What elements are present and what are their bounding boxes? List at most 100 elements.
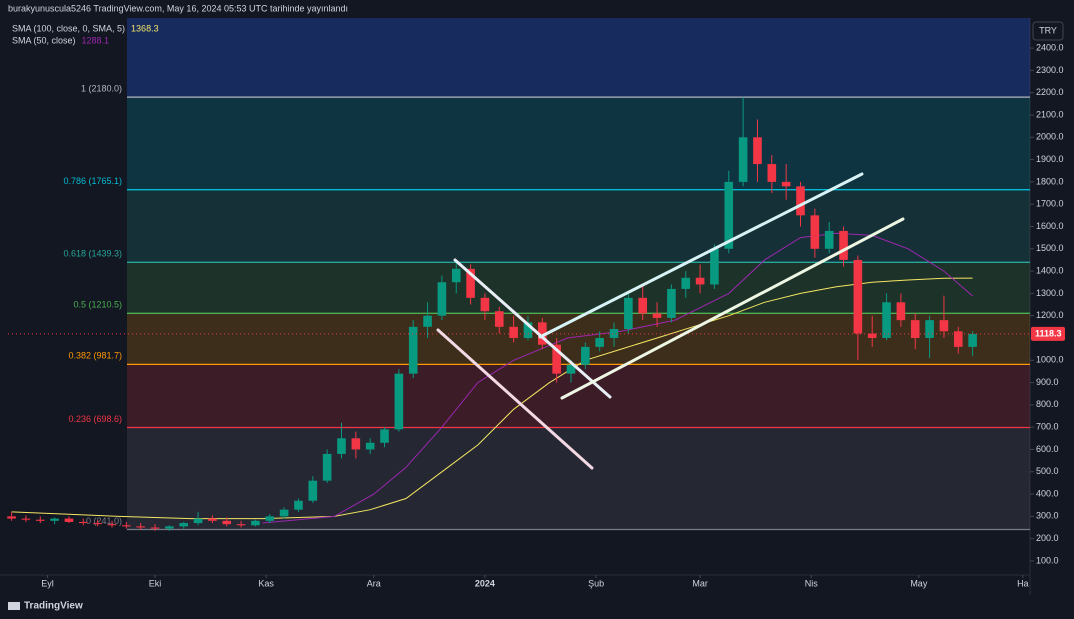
- candle-body: [595, 337, 604, 347]
- last-price-label: 1118.3: [1035, 328, 1062, 338]
- y-tick-label: 1300.0: [1036, 288, 1064, 298]
- y-tick-label: 1500.0: [1036, 243, 1064, 253]
- fib-band: [127, 189, 1030, 263]
- y-tick-label: 500.0: [1036, 466, 1059, 476]
- candle-body: [208, 518, 217, 521]
- last-price-box: [1031, 326, 1065, 341]
- y-tick-label: 1200.0: [1036, 310, 1064, 320]
- candle-body: [50, 518, 59, 521]
- fib-label: 0.382 (981.7): [68, 351, 122, 361]
- footer-text: TradingView: [24, 601, 83, 612]
- y-tick-label: 200.0: [1036, 533, 1059, 543]
- candle-body: [222, 520, 232, 525]
- x-tick-label: Şub: [588, 578, 604, 588]
- candle-body: [796, 186, 805, 216]
- y-tick-label: 2100.0: [1036, 109, 1064, 119]
- y-tick-label: 800.0: [1036, 399, 1059, 409]
- candle-body: [365, 442, 375, 450]
- y-tick-label: 300.0: [1036, 511, 1059, 521]
- fib-label: 0.786 (1765.1): [63, 176, 122, 186]
- sma-line: [262, 232, 973, 524]
- x-tick-label: 2024: [475, 578, 495, 588]
- candle-body: [810, 215, 820, 249]
- candle-body: [21, 518, 31, 520]
- candle-body: [494, 311, 504, 327]
- y-tick-label: 1900.0: [1036, 154, 1064, 164]
- candle-body: [724, 181, 734, 249]
- candle-body: [122, 525, 131, 527]
- y-tick-label: 1600.0: [1036, 221, 1064, 231]
- candle-body: [853, 259, 863, 334]
- y-tick-label: 1700.0: [1036, 199, 1064, 209]
- candle-body: [839, 230, 848, 260]
- candle-body: [265, 516, 275, 521]
- trend-line: [560, 217, 905, 400]
- candle-body: [652, 313, 662, 318]
- fib-band: [127, 262, 1030, 314]
- legend: SMA (100, close, 0, SMA, 5) 1368.3 SMA (50…: [12, 23, 159, 45]
- candle-body: [925, 320, 934, 338]
- candle-body: [236, 524, 246, 526]
- legend-name: SMA (100, close, 0, SMA, 5): [12, 23, 125, 33]
- currency-box[interactable]: [1032, 21, 1064, 41]
- fib-band: [127, 18, 1030, 98]
- header-text: burakyunuscula5246 TradingView.com, May …: [8, 3, 348, 13]
- candle-body: [882, 302, 891, 338]
- candle-body: [681, 277, 691, 289]
- y-tick-label: 1400.0: [1036, 265, 1064, 275]
- candle-body: [423, 315, 432, 327]
- candle-body: [107, 524, 117, 526]
- candle-body: [165, 526, 174, 529]
- candle-body: [351, 438, 361, 450]
- y-tick-label: 100.0: [1036, 555, 1059, 565]
- y-tick-label: 1000.0: [1036, 355, 1064, 365]
- candle-body: [380, 429, 389, 443]
- x-tick-label: Eyl: [41, 578, 54, 588]
- plot: 1 (2180.0) 0.786 (1765.1) 0.618 (1439.3) 0.…: [7, 18, 1030, 531]
- candle-body: [710, 248, 719, 285]
- y-tick-label: 2300.0: [1036, 65, 1064, 75]
- candle-body: [968, 333, 977, 347]
- x-tick-label: Ha: [1017, 578, 1029, 588]
- trend-line: [453, 258, 612, 399]
- candle-body: [480, 297, 490, 312]
- x-tick-label: Ara: [367, 578, 381, 588]
- candle-body: [7, 516, 16, 519]
- legend-name: SMA (50, close): [12, 35, 76, 45]
- fib-label: 0.5 (1210.5): [73, 300, 122, 310]
- candle-body: [824, 230, 834, 249]
- candle-body: [538, 322, 547, 345]
- trend-lines: [436, 172, 905, 470]
- legend-value: 1288.1: [82, 35, 110, 45]
- fib-band: [127, 97, 1030, 190]
- candle-body: [566, 364, 576, 374]
- candle-body: [251, 520, 260, 526]
- candle-body: [695, 277, 705, 285]
- candle-body: [294, 500, 303, 510]
- candle-body: [753, 137, 762, 165]
- x-tick-label: Kas: [258, 578, 274, 588]
- y-tick-label: 900.0: [1036, 377, 1059, 387]
- candle-body: [581, 346, 590, 365]
- fib-label: 0.236 (698.6): [68, 414, 122, 424]
- candle-body: [466, 268, 475, 298]
- x-tick-label: Mar: [692, 578, 708, 588]
- candle-body: [451, 268, 461, 283]
- candle-body: [79, 521, 88, 524]
- candle-body: [150, 527, 160, 529]
- y-tick-label: 2400.0: [1036, 42, 1064, 52]
- legend-value: 1368.3: [131, 23, 159, 33]
- candle-body: [35, 519, 45, 521]
- candle-body: [337, 438, 346, 454]
- candle-body: [667, 288, 676, 318]
- candle-body: [179, 523, 189, 527]
- candle-body: [322, 453, 332, 481]
- candle-body: [867, 333, 877, 338]
- logo: [8, 602, 20, 610]
- footer: [0, 596, 1074, 619]
- candle-body: [437, 282, 447, 316]
- y-tick-label: 1800.0: [1036, 176, 1064, 186]
- candle-body: [93, 523, 102, 525]
